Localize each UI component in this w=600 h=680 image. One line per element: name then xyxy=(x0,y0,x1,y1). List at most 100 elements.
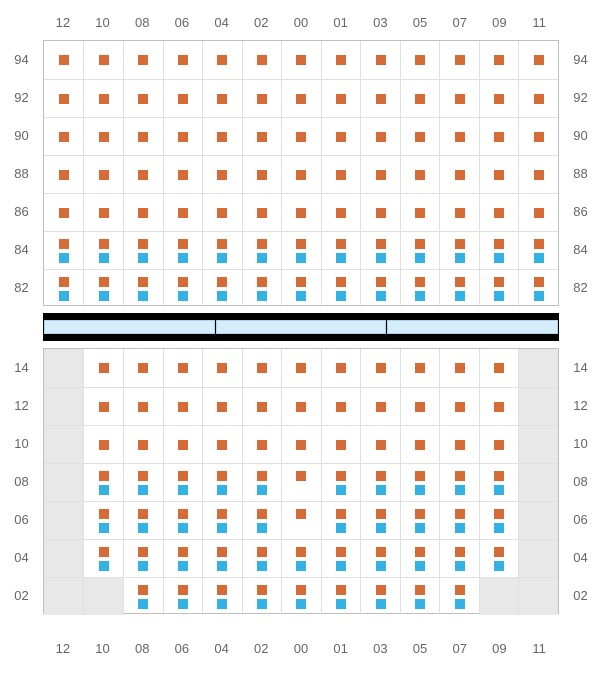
seat-cell[interactable] xyxy=(360,80,400,117)
seat-marker-orange[interactable] xyxy=(59,170,69,180)
seat-cell[interactable] xyxy=(83,270,123,307)
seat-marker-orange[interactable] xyxy=(534,239,544,249)
seat-cell[interactable] xyxy=(360,578,400,615)
seat-marker-blue[interactable] xyxy=(455,291,465,301)
seat-marker-blue[interactable] xyxy=(257,291,267,301)
seat-marker-blue[interactable] xyxy=(178,485,188,495)
seat-marker-blue[interactable] xyxy=(138,561,148,571)
seat-cell[interactable] xyxy=(400,464,440,501)
seat-cell[interactable] xyxy=(242,194,282,231)
seat-cell[interactable] xyxy=(360,388,400,425)
seat-cell[interactable] xyxy=(518,156,558,193)
seat-cell[interactable] xyxy=(439,41,479,79)
seat-marker-orange[interactable] xyxy=(138,440,148,450)
seat-cell[interactable] xyxy=(202,464,242,501)
seat-marker-orange[interactable] xyxy=(138,132,148,142)
seat-marker-orange[interactable] xyxy=(415,509,425,519)
seat-marker-blue[interactable] xyxy=(257,485,267,495)
seat-marker-orange[interactable] xyxy=(534,170,544,180)
seat-cell[interactable] xyxy=(360,156,400,193)
seat-marker-orange[interactable] xyxy=(296,132,306,142)
seat-marker-orange[interactable] xyxy=(257,440,267,450)
seat-marker-orange[interactable] xyxy=(99,94,109,104)
seat-marker-orange[interactable] xyxy=(178,440,188,450)
seat-cell[interactable] xyxy=(518,578,558,615)
seat-marker-orange[interactable] xyxy=(178,208,188,218)
seat-marker-orange[interactable] xyxy=(257,208,267,218)
seat-cell[interactable] xyxy=(321,232,361,269)
seat-marker-orange[interactable] xyxy=(217,440,227,450)
seat-cell[interactable] xyxy=(44,540,83,577)
seat-cell[interactable] xyxy=(439,464,479,501)
seat-marker-blue[interactable] xyxy=(138,599,148,609)
seat-marker-blue[interactable] xyxy=(336,599,346,609)
seat-marker-orange[interactable] xyxy=(217,170,227,180)
seat-cell[interactable] xyxy=(321,41,361,79)
seat-cell[interactable] xyxy=(321,156,361,193)
seat-cell[interactable] xyxy=(360,41,400,79)
seat-cell[interactable] xyxy=(360,502,400,539)
seat-marker-orange[interactable] xyxy=(336,94,346,104)
seat-cell[interactable] xyxy=(479,540,519,577)
seat-cell[interactable] xyxy=(123,41,163,79)
seat-cell[interactable] xyxy=(83,578,123,615)
seat-marker-blue[interactable] xyxy=(534,253,544,263)
seat-marker-blue[interactable] xyxy=(494,485,504,495)
seat-marker-blue[interactable] xyxy=(455,253,465,263)
seat-marker-orange[interactable] xyxy=(296,585,306,595)
seat-marker-orange[interactable] xyxy=(415,208,425,218)
slot[interactable] xyxy=(387,320,558,334)
seat-cell[interactable] xyxy=(123,80,163,117)
seat-cell[interactable] xyxy=(163,194,203,231)
seat-marker-blue[interactable] xyxy=(376,291,386,301)
seat-marker-orange[interactable] xyxy=(217,585,227,595)
seat-cell[interactable] xyxy=(281,194,321,231)
seat-cell[interactable] xyxy=(163,41,203,79)
seat-cell[interactable] xyxy=(44,426,83,463)
seat-marker-orange[interactable] xyxy=(296,547,306,557)
seat-marker-blue[interactable] xyxy=(376,485,386,495)
seat-marker-orange[interactable] xyxy=(296,440,306,450)
seat-marker-orange[interactable] xyxy=(99,547,109,557)
seat-cell[interactable] xyxy=(518,464,558,501)
seat-cell[interactable] xyxy=(163,80,203,117)
seat-marker-blue[interactable] xyxy=(99,253,109,263)
seat-cell[interactable] xyxy=(518,349,558,387)
seat-marker-orange[interactable] xyxy=(217,547,227,557)
seat-marker-blue[interactable] xyxy=(376,561,386,571)
seat-marker-orange[interactable] xyxy=(178,132,188,142)
seat-cell[interactable] xyxy=(439,426,479,463)
seat-cell[interactable] xyxy=(83,464,123,501)
seat-marker-orange[interactable] xyxy=(257,277,267,287)
seat-marker-orange[interactable] xyxy=(415,363,425,373)
seat-marker-blue[interactable] xyxy=(99,523,109,533)
seat-cell[interactable] xyxy=(202,578,242,615)
seat-marker-orange[interactable] xyxy=(455,170,465,180)
seat-cell[interactable] xyxy=(281,349,321,387)
seat-marker-blue[interactable] xyxy=(494,291,504,301)
seat-cell[interactable] xyxy=(163,232,203,269)
seat-marker-orange[interactable] xyxy=(138,471,148,481)
seat-marker-orange[interactable] xyxy=(59,239,69,249)
seat-marker-orange[interactable] xyxy=(178,585,188,595)
seat-cell[interactable] xyxy=(163,464,203,501)
seat-marker-orange[interactable] xyxy=(138,402,148,412)
seat-cell[interactable] xyxy=(400,41,440,79)
seat-marker-blue[interactable] xyxy=(138,253,148,263)
seat-cell[interactable] xyxy=(321,118,361,155)
seat-marker-orange[interactable] xyxy=(138,509,148,519)
seat-cell[interactable] xyxy=(400,540,440,577)
seat-marker-blue[interactable] xyxy=(178,523,188,533)
seat-cell[interactable] xyxy=(242,502,282,539)
seat-marker-orange[interactable] xyxy=(376,94,386,104)
seat-marker-orange[interactable] xyxy=(455,509,465,519)
seat-cell[interactable] xyxy=(163,118,203,155)
seat-marker-orange[interactable] xyxy=(415,239,425,249)
seat-marker-orange[interactable] xyxy=(296,170,306,180)
seat-marker-orange[interactable] xyxy=(178,471,188,481)
seat-marker-orange[interactable] xyxy=(138,94,148,104)
seat-cell[interactable] xyxy=(518,80,558,117)
seat-cell[interactable] xyxy=(439,194,479,231)
seat-marker-orange[interactable] xyxy=(296,471,306,481)
seat-marker-blue[interactable] xyxy=(99,291,109,301)
